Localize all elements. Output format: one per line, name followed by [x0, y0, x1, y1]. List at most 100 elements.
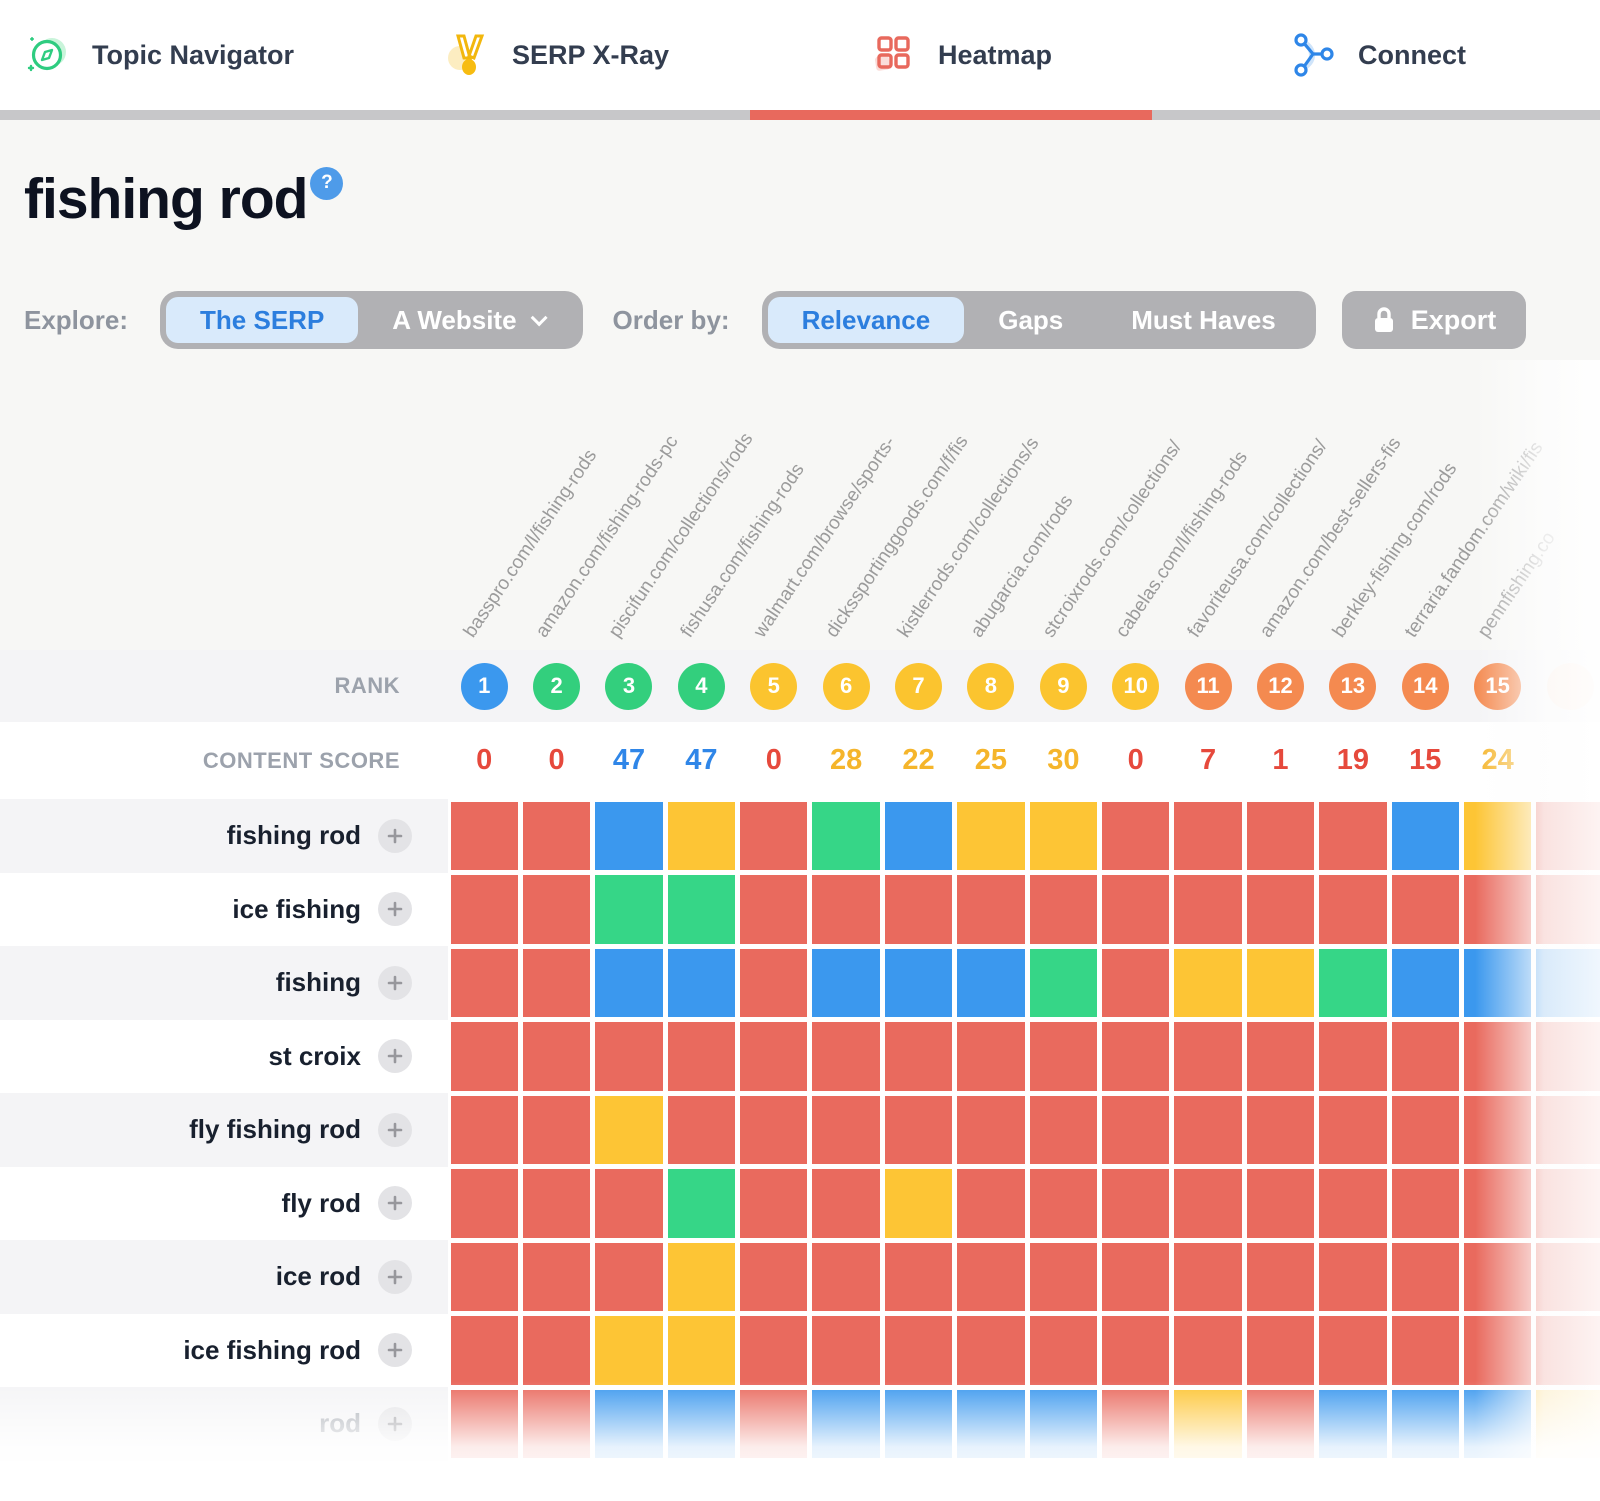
column-url[interactable]: dickssportinggoods.com/f/fis	[821, 431, 973, 642]
tab-topic-navigator[interactable]: Topic Navigator	[0, 30, 400, 80]
explore-option-a-website[interactable]: A Website	[358, 297, 576, 343]
heatmap-cell[interactable]	[1461, 873, 1533, 947]
column-url[interactable]: basspro.com/l/fishing-rods	[459, 445, 602, 642]
heatmap-cell[interactable]	[1027, 1387, 1099, 1461]
heatmap-cell[interactable]	[1389, 946, 1461, 1020]
heatmap-cell[interactable]	[810, 1314, 882, 1388]
heatmap-cell[interactable]	[1461, 946, 1533, 1020]
add-keyword-button[interactable]	[378, 1333, 412, 1368]
heatmap-cell[interactable]	[448, 1240, 520, 1314]
heatmap-cell[interactable]	[955, 1167, 1027, 1241]
heatmap-cell[interactable]	[1027, 799, 1099, 873]
column-url[interactable]: walmart.com/browse/sports-	[749, 432, 900, 642]
heatmap-cell[interactable]	[520, 799, 592, 873]
heatmap-cell[interactable]	[1100, 873, 1172, 947]
column-url[interactable]: stcroixrods.com/collections/	[1038, 437, 1187, 642]
add-keyword-button[interactable]	[378, 1112, 412, 1147]
heatmap-cell[interactable]	[882, 799, 954, 873]
column-url[interactable]: fishusa.com/fishing-rods	[676, 459, 809, 642]
heatmap-cell[interactable]	[520, 873, 592, 947]
heatmap-cell[interactable]	[738, 1020, 810, 1094]
heatmap-cell[interactable]	[593, 1093, 665, 1167]
heatmap-cell[interactable]	[738, 946, 810, 1020]
heatmap-cell[interactable]	[1172, 873, 1244, 947]
heatmap-cell[interactable]	[1317, 946, 1389, 1020]
tab-serp-xray[interactable]: SERP X-Ray	[400, 30, 800, 80]
heatmap-cell[interactable]	[1100, 1167, 1172, 1241]
export-button[interactable]: Export	[1341, 291, 1527, 349]
add-keyword-button[interactable]	[378, 818, 412, 853]
column-url[interactable]: favoriteusa.com/collections/	[1183, 436, 1332, 642]
heatmap-cell[interactable]	[1317, 1167, 1389, 1241]
heatmap-cell[interactable]	[738, 1093, 810, 1167]
heatmap-cell[interactable]	[955, 873, 1027, 947]
heatmap-cell[interactable]	[1172, 1020, 1244, 1094]
heatmap-cell[interactable]	[448, 1387, 520, 1461]
heatmap-cell[interactable]	[882, 1093, 954, 1167]
heatmap-cell[interactable]	[593, 1020, 665, 1094]
add-keyword-button[interactable]	[378, 965, 412, 1000]
heatmap-cell[interactable]	[738, 799, 810, 873]
column-url[interactable]: piscifun.com/collections/rods	[604, 429, 758, 642]
heatmap-cell[interactable]	[738, 873, 810, 947]
heatmap-cell[interactable]	[1172, 1240, 1244, 1314]
heatmap-cell[interactable]	[1461, 1093, 1533, 1167]
column-url[interactable]: kistlerrods.com/collections/s	[894, 433, 1044, 642]
heatmap-cell[interactable]	[1389, 799, 1461, 873]
heatmap-cell[interactable]	[1244, 1314, 1316, 1388]
column-url[interactable]: cabelas.com/l/fishing-rods	[1111, 447, 1252, 642]
heatmap-cell[interactable]	[1534, 873, 1600, 947]
heatmap-cell[interactable]	[1534, 1240, 1600, 1314]
heatmap-cell[interactable]	[1100, 1020, 1172, 1094]
heatmap-cell[interactable]	[1027, 1020, 1099, 1094]
heatmap-cell[interactable]	[1317, 1314, 1389, 1388]
heatmap-cell[interactable]	[1172, 799, 1244, 873]
heatmap-cell[interactable]	[1317, 1093, 1389, 1167]
heatmap-cell[interactable]	[1244, 1093, 1316, 1167]
heatmap-cell[interactable]	[1389, 1167, 1461, 1241]
heatmap-cell[interactable]	[955, 799, 1027, 873]
add-keyword-button[interactable]	[378, 1406, 412, 1441]
heatmap-cell[interactable]	[810, 1240, 882, 1314]
heatmap-cell[interactable]	[1389, 1240, 1461, 1314]
heatmap-cell[interactable]	[593, 1387, 665, 1461]
tab-connect[interactable]: Connect	[1200, 30, 1600, 80]
column-url[interactable]: berkley-fishing.com/rods	[1328, 458, 1462, 642]
heatmap-cell[interactable]	[882, 946, 954, 1020]
heatmap-cell[interactable]	[520, 946, 592, 1020]
add-keyword-button[interactable]	[378, 892, 412, 927]
heatmap-cell[interactable]	[738, 1314, 810, 1388]
heatmap-cell[interactable]	[1244, 799, 1316, 873]
heatmap-cell[interactable]	[1461, 1167, 1533, 1241]
heatmap-cell[interactable]	[448, 873, 520, 947]
heatmap-cell[interactable]	[1534, 1093, 1600, 1167]
order-option-relevance[interactable]: Relevance	[767, 297, 965, 343]
heatmap-cell[interactable]	[1100, 1387, 1172, 1461]
heatmap-cell[interactable]	[882, 1387, 954, 1461]
heatmap-cell[interactable]	[882, 1314, 954, 1388]
heatmap-cell[interactable]	[520, 1240, 592, 1314]
heatmap-cell[interactable]	[665, 1093, 737, 1167]
heatmap-cell[interactable]	[1244, 1240, 1316, 1314]
tab-heatmap[interactable]: Heatmap	[800, 30, 1200, 80]
heatmap-cell[interactable]	[738, 1167, 810, 1241]
column-url[interactable]: amazon.com/fishing-rods-pc	[532, 431, 684, 642]
heatmap-cell[interactable]	[1317, 873, 1389, 947]
heatmap-cell[interactable]	[665, 799, 737, 873]
heatmap-cell[interactable]	[1100, 799, 1172, 873]
heatmap-cell[interactable]	[1461, 1020, 1533, 1094]
heatmap-cell[interactable]	[1172, 1314, 1244, 1388]
heatmap-cell[interactable]	[738, 1387, 810, 1461]
explore-option-the-serp[interactable]: The SERP	[166, 297, 359, 343]
heatmap-cell[interactable]	[955, 1093, 1027, 1167]
column-url[interactable]: terraria.fandom.com/wiki/fis	[1400, 437, 1548, 642]
heatmap-cell[interactable]	[810, 1387, 882, 1461]
order-option-gaps[interactable]: Gaps	[998, 304, 1064, 335]
column-url[interactable]: amazon.com/best-sellers-fis	[1256, 433, 1406, 642]
heatmap-cell[interactable]	[882, 1020, 954, 1094]
heatmap-cell[interactable]	[810, 799, 882, 873]
heatmap-cell[interactable]	[1172, 946, 1244, 1020]
column-url[interactable]: pennfishing.co	[1473, 528, 1560, 642]
heatmap-cell[interactable]	[593, 1167, 665, 1241]
heatmap-cell[interactable]	[810, 946, 882, 1020]
